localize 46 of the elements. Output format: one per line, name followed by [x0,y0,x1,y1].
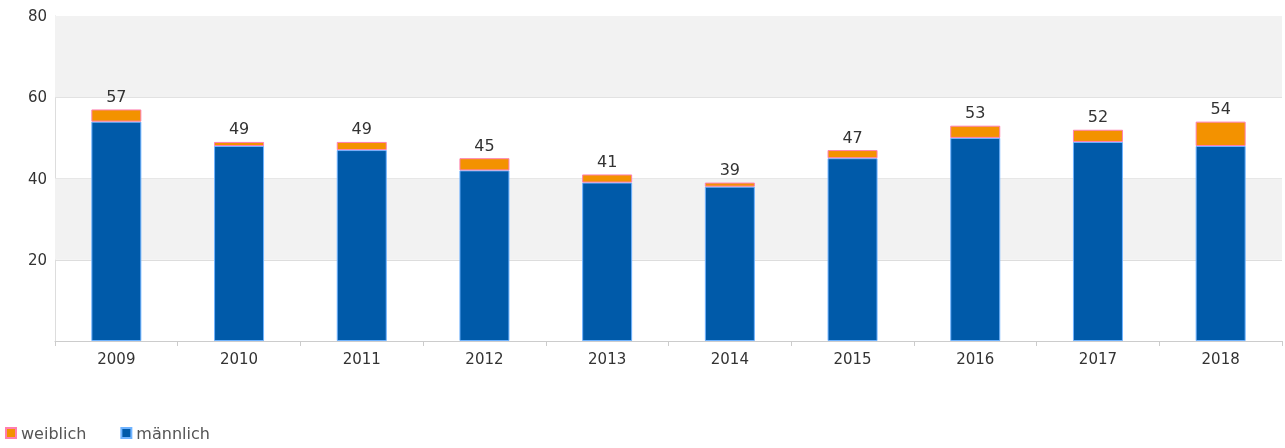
x-tick-label: 2009 [97,349,136,368]
bar [459,158,510,171]
total-label: 39 [719,160,741,180]
legend-label: männlich [136,423,210,443]
total-label: 53 [965,103,986,123]
bar [214,146,265,341]
bar [950,125,1001,138]
bar [214,141,265,146]
x-tick-label: 2011 [342,349,381,368]
y-tick-label: 40 [27,169,47,188]
total-label: 54 [1210,99,1231,119]
total-label: 45 [474,135,495,155]
bar [704,186,755,341]
y-tick-label: 20 [27,250,47,269]
bar [1195,121,1246,146]
bar [582,182,633,341]
x-tick-label: 2017 [1078,349,1118,368]
total-label: 47 [842,127,863,147]
total-label: 49 [228,119,250,139]
x-tick-label: 2010 [219,349,259,368]
bar [1072,141,1123,341]
bar [1072,129,1123,142]
y-tick-label: 80 [27,7,47,25]
legend-label: weiblich [21,423,87,443]
total-label: 49 [351,119,372,139]
bar [336,141,387,151]
total-label: 57 [106,86,127,106]
x-tick-label: 2015 [833,349,872,368]
x-tick-label: 2012 [465,349,504,368]
bar [336,150,387,341]
bar [704,182,755,187]
bar [1195,146,1246,341]
bar [827,158,878,341]
total-label: 52 [1087,107,1109,127]
bar [582,174,633,183]
x-tick-label: 2014 [710,349,749,368]
x-tick-label: 2018 [1201,349,1240,368]
bar [91,109,142,122]
bar [91,121,142,341]
total-label: 41 [596,151,618,171]
bar [459,170,510,341]
bar [827,150,878,159]
x-tick-label: 2013 [588,349,627,368]
x-tick-label: 2016 [956,349,995,368]
y-tick-label: 60 [27,88,47,107]
bar [950,137,1001,341]
